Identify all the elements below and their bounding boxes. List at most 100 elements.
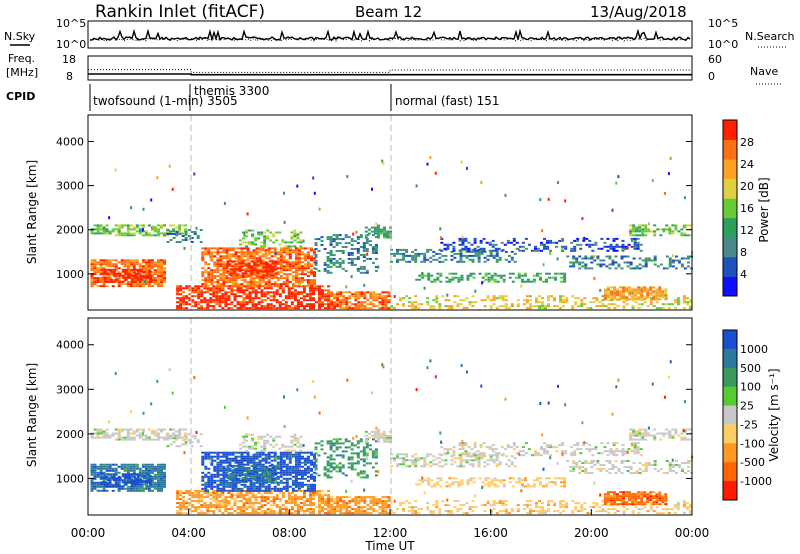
velocity-cell xyxy=(204,455,208,458)
velocity-cell xyxy=(333,502,337,505)
power-cell xyxy=(542,280,545,283)
velocity-cell xyxy=(93,477,97,480)
velocity-cell xyxy=(222,465,226,468)
power-cell xyxy=(372,295,376,298)
velocity-cell xyxy=(105,465,109,468)
velocity-cell xyxy=(252,483,256,486)
power-cell xyxy=(436,276,440,279)
power-cell xyxy=(150,226,154,229)
power-cell xyxy=(327,293,331,296)
velocity-cell xyxy=(236,492,240,494)
power-cell xyxy=(528,305,532,308)
velocity-cell xyxy=(153,469,157,472)
velocity-cell xyxy=(312,504,315,507)
velocity-cell xyxy=(115,485,119,488)
power-cell xyxy=(138,224,142,227)
velocity-cell xyxy=(129,432,133,435)
power-cell xyxy=(652,292,656,295)
power-cell xyxy=(344,246,348,248)
power-cell xyxy=(120,259,124,262)
power-cell xyxy=(680,263,684,266)
velocity-cell xyxy=(201,477,205,480)
velocity-cell xyxy=(102,432,106,435)
velocity-cell xyxy=(204,473,208,476)
power-cell xyxy=(633,237,637,240)
power-cell xyxy=(671,261,675,264)
power-cell xyxy=(507,260,511,263)
velocity-cell xyxy=(179,494,183,497)
velocity-cell xyxy=(224,500,228,503)
velocity-cell xyxy=(129,469,133,472)
power-cell xyxy=(218,299,222,302)
velocity-cell xyxy=(108,436,112,439)
velocity-cell xyxy=(321,500,324,503)
power-cell xyxy=(228,265,232,268)
colorbar-tick-label: 8 xyxy=(740,246,747,259)
power-cell xyxy=(529,280,533,283)
velocity-cell xyxy=(250,474,254,477)
velocity-cell xyxy=(117,436,121,439)
velocity-cell xyxy=(111,463,115,466)
power-cell xyxy=(299,305,303,308)
velocity-cell xyxy=(126,467,130,470)
power-cell xyxy=(364,226,368,229)
power-cell xyxy=(575,259,579,262)
velocity-cell xyxy=(294,475,298,478)
power-cell xyxy=(498,258,502,261)
power-cell xyxy=(384,295,388,298)
power-cell xyxy=(333,301,337,304)
velocity-cell xyxy=(228,461,232,464)
power-cell xyxy=(611,263,615,266)
power-cell xyxy=(335,242,339,245)
velocity-cell xyxy=(251,494,255,497)
power-cell xyxy=(338,238,342,241)
power-cell xyxy=(518,248,521,252)
velocity-cell xyxy=(329,464,333,467)
velocity-cell xyxy=(210,461,214,464)
velocity-cell xyxy=(282,481,286,484)
power-cell xyxy=(157,263,160,266)
power-cell xyxy=(263,245,267,248)
velocity-cell xyxy=(336,510,340,513)
power-cell xyxy=(141,275,145,278)
velocity-cell xyxy=(222,451,226,454)
colorbar-segment xyxy=(723,120,737,140)
velocity-cell xyxy=(249,455,253,458)
power-cell xyxy=(224,297,228,300)
velocity-cell xyxy=(153,473,157,476)
velocity-cell xyxy=(261,485,265,488)
power-cell xyxy=(631,307,635,310)
velocity-cell xyxy=(327,494,331,497)
velocity-cell xyxy=(296,496,300,499)
ytick-label: 1000 xyxy=(56,268,84,281)
power-cell xyxy=(578,267,582,270)
power-cell xyxy=(411,305,415,308)
velocity-cell xyxy=(160,467,163,470)
velocity-cell xyxy=(96,436,100,439)
velocity-cell xyxy=(285,451,289,454)
power-cell xyxy=(215,299,219,302)
velocity-cell xyxy=(350,448,354,451)
power-cell xyxy=(626,246,629,250)
velocity-cell xyxy=(225,485,229,488)
velocity-cell xyxy=(290,445,294,448)
power-cell xyxy=(565,301,569,304)
power-cell xyxy=(222,263,226,266)
velocity-cell xyxy=(332,438,336,441)
velocity-cell xyxy=(157,475,160,478)
velocity-cell xyxy=(324,512,328,515)
velocity-cell xyxy=(150,432,154,435)
power-cell xyxy=(179,297,183,300)
power-cell xyxy=(549,249,553,252)
velocity-cell xyxy=(255,473,259,476)
power-cell xyxy=(258,255,262,258)
power-cell xyxy=(247,270,251,273)
velocity-cell xyxy=(313,475,316,478)
power-cell xyxy=(90,279,94,282)
power-cell xyxy=(207,251,211,254)
velocity-cell xyxy=(362,450,366,453)
velocity-cell xyxy=(332,458,336,461)
power-cell xyxy=(251,297,255,300)
power-cell xyxy=(251,299,255,302)
velocity-cell xyxy=(229,464,233,467)
